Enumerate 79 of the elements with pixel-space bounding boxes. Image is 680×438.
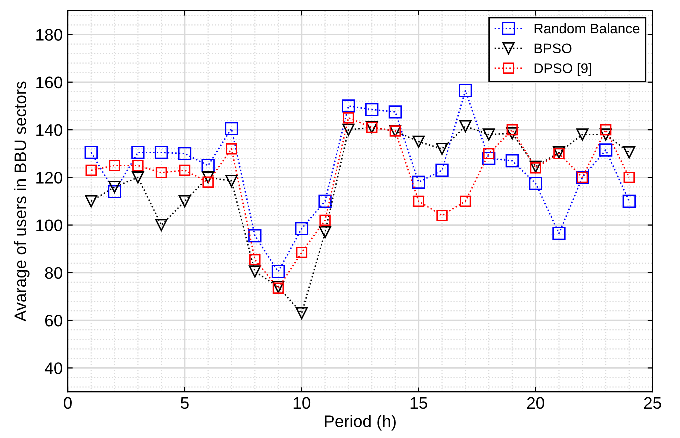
- point: [202, 159, 215, 172]
- point: [132, 160, 144, 172]
- point: [506, 127, 519, 140]
- point: [225, 122, 238, 136]
- point: [600, 124, 612, 136]
- point: [108, 185, 122, 199]
- point: [318, 194, 332, 208]
- point: [295, 222, 309, 236]
- y-tick-label: 100: [36, 220, 62, 232]
- point: [506, 124, 518, 136]
- point: [366, 103, 379, 116]
- point: [156, 167, 168, 179]
- point: [178, 147, 192, 160]
- point: [179, 164, 191, 176]
- x-tick-label: 0: [64, 397, 72, 410]
- y-tick-label: 40: [44, 362, 62, 374]
- point: [226, 175, 238, 188]
- point: [436, 210, 448, 222]
- point: [460, 196, 472, 208]
- y-axis-title: Avarage of users in BBU sectors: [14, 82, 30, 322]
- point: [155, 219, 168, 232]
- point: [320, 214, 331, 226]
- legend-label: BPSO: [534, 44, 572, 54]
- x-axis-title: Period (h): [325, 415, 396, 431]
- legend-label: DPSO [9]: [534, 63, 592, 76]
- point: [319, 226, 332, 239]
- point: [342, 100, 356, 113]
- point: [178, 195, 192, 208]
- point: [624, 172, 636, 184]
- point: [202, 176, 214, 188]
- point: [412, 176, 426, 190]
- y-tick-label: 160: [36, 76, 62, 89]
- y-tick-label: 120: [36, 172, 62, 184]
- point: [413, 196, 425, 208]
- point: [296, 247, 308, 258]
- point: [388, 106, 402, 119]
- y-tick-label: 140: [36, 124, 62, 136]
- point: [482, 128, 496, 141]
- x-tick-label: 5: [180, 397, 189, 410]
- point: [86, 164, 98, 176]
- x-tick-label: 20: [527, 397, 544, 410]
- point: [623, 146, 636, 159]
- point: [250, 254, 261, 266]
- point: [506, 154, 520, 168]
- point: [412, 136, 425, 148]
- x-tick-label: 10: [294, 397, 311, 410]
- point: [483, 148, 495, 160]
- point: [529, 177, 542, 190]
- y-tick-label: 60: [45, 314, 62, 327]
- point: [132, 172, 144, 184]
- point: [296, 307, 308, 320]
- point: [552, 227, 566, 240]
- point: [132, 146, 145, 160]
- point: [272, 265, 286, 278]
- point: [460, 120, 472, 133]
- point: [226, 143, 238, 155]
- point: [342, 124, 355, 136]
- point: [84, 146, 98, 160]
- point: [600, 128, 612, 141]
- point: [436, 142, 448, 156]
- x-tick-label: 25: [644, 397, 662, 410]
- point: [622, 194, 636, 208]
- point: [599, 144, 613, 157]
- legend-label: Random Balance: [534, 23, 640, 34]
- point: [202, 172, 214, 184]
- point: [343, 112, 354, 124]
- point: [436, 164, 449, 178]
- point: [85, 195, 98, 208]
- point: [108, 181, 121, 194]
- point: [154, 146, 168, 160]
- point: [459, 84, 472, 98]
- y-tick-label: 180: [36, 29, 62, 41]
- x-tick-label: 15: [410, 397, 428, 410]
- point: [482, 152, 496, 166]
- point: [249, 266, 262, 278]
- point: [576, 128, 589, 141]
- y-tick-label: 80: [45, 267, 62, 280]
- point: [248, 229, 262, 243]
- point: [109, 160, 120, 172]
